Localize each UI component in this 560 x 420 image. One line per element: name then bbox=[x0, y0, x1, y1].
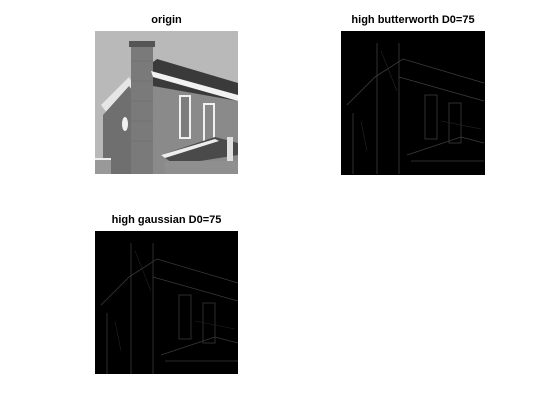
edge-map bbox=[341, 31, 485, 175]
panel-title: origin bbox=[95, 14, 238, 26]
edge-map bbox=[95, 231, 238, 374]
panel-title: high gaussian D0=75 bbox=[75, 214, 258, 226]
panel-gaussian: high gaussian D0=75 bbox=[95, 214, 238, 375]
gaussian-image bbox=[95, 231, 238, 374]
panel-title: high butterworth D0=75 bbox=[321, 14, 505, 26]
butterworth-image bbox=[341, 31, 485, 175]
origin-image bbox=[95, 31, 238, 174]
house-photo bbox=[95, 31, 238, 174]
panel-origin: origin bbox=[95, 14, 238, 175]
panel-butterworth: high butterworth D0=75 bbox=[341, 14, 485, 175]
